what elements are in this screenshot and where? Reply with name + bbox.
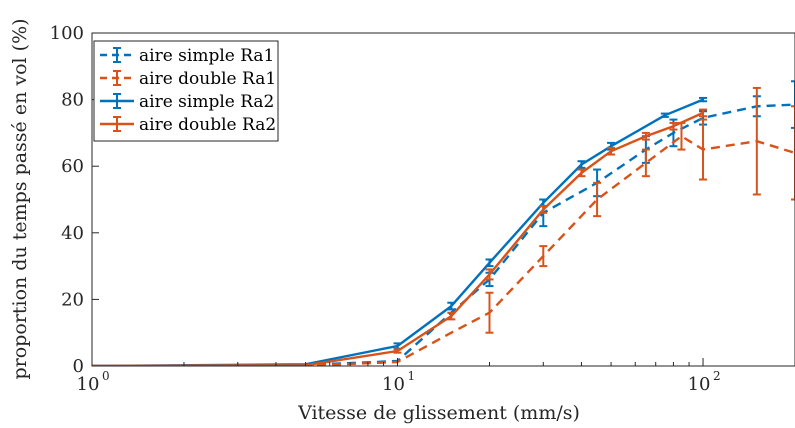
y-tick-label: 40	[61, 223, 84, 244]
legend-item: aire double Ra1	[100, 69, 276, 89]
series-2	[92, 96, 708, 366]
error-bar	[641, 131, 650, 141]
legend-label: aire double Ra2	[139, 115, 276, 135]
x-tick-exponent: 0	[102, 369, 110, 383]
error-bar	[539, 245, 548, 268]
legend-item: aire simple Ra2	[100, 92, 274, 112]
error-bar	[752, 86, 761, 196]
error-bar	[577, 168, 586, 178]
error-bar	[539, 205, 548, 214]
error-bar	[593, 181, 602, 218]
error-bar	[577, 160, 586, 169]
series-line	[92, 103, 795, 366]
error-bar	[607, 146, 616, 156]
legend-label: aire double Ra1	[139, 69, 276, 89]
legend-item: aire double Ra2	[100, 115, 276, 135]
x-tick-exponent: 1	[408, 369, 416, 383]
series-1	[92, 86, 795, 366]
x-tick-label: 10	[77, 374, 100, 395]
x-axis-label: Vitesse de glissement (mm/s)	[297, 402, 580, 424]
series-line	[92, 134, 795, 366]
error-bar	[641, 148, 650, 178]
y-tick-label: 60	[61, 156, 84, 177]
error-bar	[669, 121, 678, 131]
error-bar	[699, 108, 708, 118]
error-bar	[485, 291, 494, 334]
legend: aire simple Ra1 aire double Ra1 aire simpl…	[93, 40, 279, 142]
legend-label: aire simple Ra2	[139, 92, 274, 112]
y-axis-label: proportion du temps passé en vol (%)	[9, 18, 31, 379]
legend-label: aire simple Ra1	[139, 46, 274, 66]
error-bar	[447, 311, 456, 321]
x-tick-label: 10	[382, 374, 405, 395]
error-bar	[485, 258, 494, 268]
error-bar	[699, 118, 708, 181]
x-tick-label: 10	[688, 374, 711, 395]
error-bar	[791, 105, 795, 201]
error-bar	[485, 268, 494, 281]
error-bar	[699, 96, 708, 103]
error-bar	[447, 301, 456, 311]
series-layer	[92, 80, 795, 366]
y-tick-label: 80	[61, 90, 84, 111]
series-line	[92, 98, 704, 366]
y-tick-label: 100	[50, 23, 84, 44]
error-bar	[791, 80, 795, 129]
legend-item: aire simple Ra1	[100, 46, 274, 66]
series-3	[92, 108, 708, 366]
y-tick-label: 20	[61, 289, 84, 310]
error-bar	[393, 348, 402, 354]
plot-frame	[91, 32, 795, 367]
error-bar	[660, 112, 669, 118]
y-tick-label: 0	[73, 356, 84, 377]
x-tick-exponent: 2	[713, 369, 721, 383]
